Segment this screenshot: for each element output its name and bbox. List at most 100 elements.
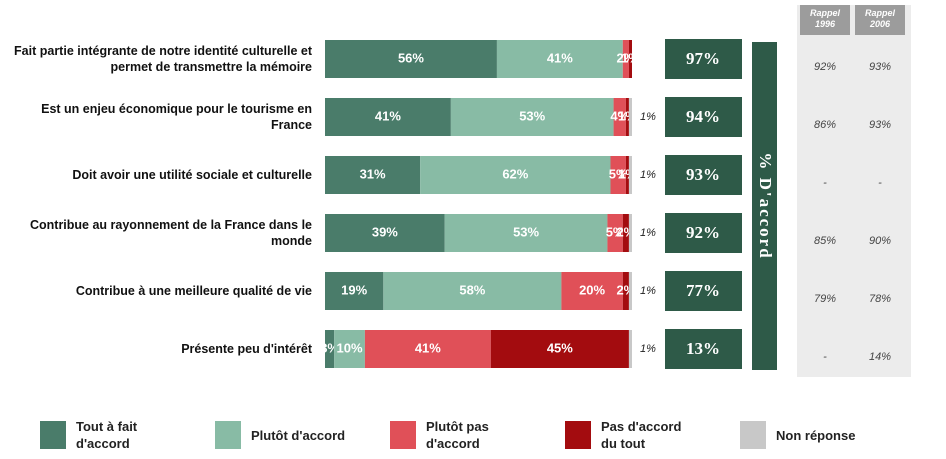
accord-box	[665, 271, 742, 311]
legend-label: Non réponse	[776, 427, 856, 443]
value-label: 41%	[415, 340, 441, 355]
value-label: 1%	[640, 111, 656, 123]
legend-label: Tout à fait d'accord	[76, 419, 138, 451]
bar-segment	[420, 156, 611, 194]
value-label: 19%	[341, 282, 367, 297]
rappel-panel	[797, 5, 911, 377]
rappel-value: 90%	[869, 235, 891, 247]
bar-segment	[622, 272, 629, 310]
legend-swatch	[40, 421, 66, 449]
bar-segment	[444, 214, 608, 252]
bar-segment	[334, 330, 365, 368]
bar-segment	[325, 330, 335, 368]
bar-segment	[325, 272, 384, 310]
value-label: 10%	[337, 340, 363, 355]
accord-value: 13%	[686, 339, 720, 358]
bar-segment	[325, 98, 451, 136]
rappel-value: 79%	[814, 293, 836, 305]
value-label: 20%	[579, 282, 605, 297]
value-label: 39%	[372, 224, 398, 239]
category-label: Contribue au rayonnement de la France da…	[29, 218, 312, 248]
category-label: Contribue à une meilleure qualité de vie	[75, 284, 312, 298]
legend-swatch	[390, 421, 416, 449]
accord-title-box	[752, 42, 777, 370]
bar-segment	[622, 40, 629, 78]
bar-segment	[364, 330, 491, 368]
legend-swatch	[215, 421, 241, 449]
rappel-value: 78%	[869, 293, 891, 305]
value-label: 62%	[502, 166, 528, 181]
bar-segment	[490, 330, 629, 368]
category-label: Fait partie intégrante de notre identité…	[14, 44, 312, 74]
bar-segment	[625, 156, 629, 194]
rappel-value: 92%	[814, 61, 836, 73]
rappel-value: 93%	[869, 61, 891, 73]
accord-box	[665, 329, 742, 369]
accord-box	[665, 155, 742, 195]
value-label: 5%	[609, 166, 628, 181]
rappel-value: -	[823, 177, 827, 189]
accord-box	[665, 39, 742, 79]
bar-segment	[496, 40, 623, 78]
value-label: 53%	[519, 108, 545, 123]
rappel-header: Rappel 2006	[864, 8, 895, 29]
legend-swatch	[565, 421, 591, 449]
bar-segment	[325, 214, 445, 252]
value-label: 5%	[606, 224, 625, 239]
bar-segment	[610, 156, 626, 194]
rappel-header-bg	[800, 5, 850, 35]
bar-segment	[450, 98, 614, 136]
bar-segment	[628, 330, 632, 368]
value-label: 41%	[375, 108, 401, 123]
value-label: 31%	[360, 166, 386, 181]
bar-segment	[325, 40, 497, 78]
bar-segment	[561, 272, 623, 310]
rappel-header-bg	[855, 5, 905, 35]
accord-title: % D'accord	[756, 152, 775, 259]
value-label: 4%	[610, 108, 629, 123]
value-label: 1%	[640, 285, 656, 297]
bar-segment	[628, 98, 632, 136]
rappel-value: 86%	[814, 119, 836, 131]
category-label: Doit avoir une utilité sociale et cultur…	[72, 168, 312, 182]
legend-label: Plutôt d'accord	[251, 427, 346, 443]
value-label: 56%	[398, 50, 424, 65]
bar-segment	[622, 214, 629, 252]
rappel-value: 14%	[869, 351, 891, 363]
value-label: 41%	[547, 50, 573, 65]
rappel-value: 85%	[814, 235, 836, 247]
bar-segment	[613, 98, 626, 136]
bar-segment	[628, 272, 632, 310]
value-label: 1%	[640, 227, 656, 239]
accord-value: 92%	[686, 223, 720, 242]
accord-value: 93%	[686, 165, 720, 184]
value-label: 53%	[513, 224, 539, 239]
legend-label: Plutôt pas d'accord	[426, 419, 489, 451]
bar-segment	[625, 98, 629, 136]
value-label: 1%	[621, 50, 640, 65]
category-label: Présente peu d'intérêt	[181, 342, 312, 356]
value-label: 45%	[547, 340, 573, 355]
value-label: 1%	[640, 343, 656, 355]
accord-box	[665, 213, 742, 253]
bar-segment	[628, 40, 632, 78]
bar-segment	[325, 156, 421, 194]
value-label: 2%	[616, 282, 635, 297]
accord-value: 77%	[686, 281, 720, 300]
bar-segment	[628, 156, 632, 194]
rappel-value: -	[823, 351, 827, 363]
rappel-value: -	[878, 177, 882, 189]
rappel-header: Rappel 1996	[809, 8, 840, 29]
value-label: 58%	[459, 282, 485, 297]
bar-segment	[383, 272, 562, 310]
category-label: Est un enjeu économique pour le tourisme…	[41, 102, 312, 132]
accord-value: 97%	[686, 49, 720, 68]
legend-label: Pas d'accord du tout	[601, 419, 682, 451]
value-label: 2%	[616, 224, 635, 239]
bar-segment	[607, 214, 623, 252]
value-label: 1%	[640, 169, 656, 181]
accord-value: 94%	[686, 107, 720, 126]
value-label: 1%	[618, 108, 637, 123]
